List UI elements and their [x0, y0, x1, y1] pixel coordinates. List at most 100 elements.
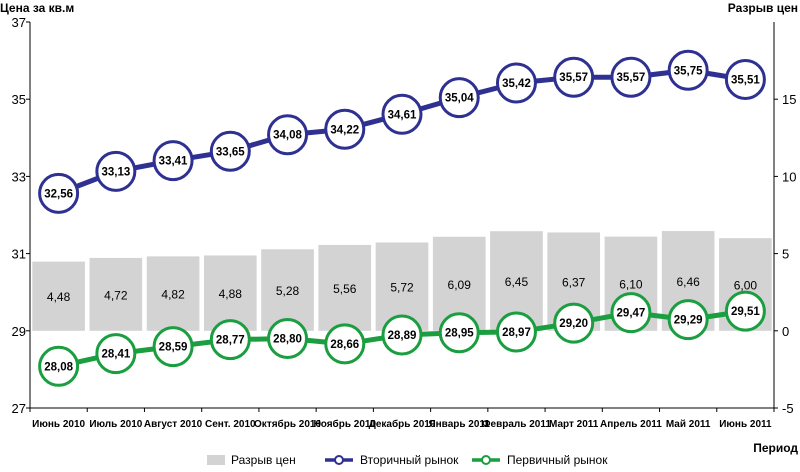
x-tick-label: Июль 2010 [89, 419, 142, 430]
primary-market-point-label: 28,95 [445, 328, 474, 340]
secondary-market-point [267, 114, 309, 156]
primary-market-point [324, 323, 366, 365]
right-tick-label: 10 [782, 169, 796, 184]
secondary-market-point-label: 32,56 [44, 188, 73, 200]
secondary-market-point-label: 35,75 [674, 65, 703, 77]
secondary-market-point-label: 34,61 [388, 109, 417, 121]
secondary-market-point [38, 172, 80, 214]
gap-bar-label: 4,88 [219, 287, 243, 301]
right-tick-label: 15 [782, 92, 796, 107]
primary-market-point-label: 28,08 [44, 361, 73, 373]
left-tick-label: 33 [12, 169, 26, 184]
secondary-market-point [553, 56, 595, 98]
primary-market-point-label: 28,77 [216, 335, 245, 347]
primary-market-point [667, 299, 709, 341]
secondary-market-point [667, 49, 709, 91]
gap-bar [318, 244, 372, 331]
labels-layer: 4,48 4,72 4,82 4,88 5,28 5,56 5,72 6,09 6,45 6,37… [44, 65, 760, 373]
secondary-market-point-label: 35,04 [445, 93, 474, 105]
secondary-market-point [438, 77, 480, 119]
legend-marker-primary [481, 455, 491, 465]
x-tick-label: Сент. 2010 [205, 419, 256, 430]
gap-bar-label: 6,10 [619, 278, 643, 292]
secondary-market-point [324, 108, 366, 150]
x-axis-title: Период [753, 441, 798, 455]
primary-market-point-label: 28,80 [273, 334, 302, 346]
lines-layer [38, 49, 766, 387]
primary-market-point-label: 28,66 [330, 339, 359, 351]
primary-market-point-label: 28,41 [101, 349, 130, 361]
primary-market-point-label: 29,47 [617, 308, 646, 320]
secondary-market-point-label: 35,57 [617, 72, 646, 84]
primary-market-point-label: 29,20 [559, 318, 588, 330]
gap-bar-label: 5,56 [333, 282, 357, 296]
secondary-market-point [152, 140, 194, 182]
gap-bar-label: 6,37 [562, 276, 586, 290]
primary-market-point [438, 312, 480, 354]
primary-market-point-label: 29,51 [731, 306, 760, 318]
left-axis-title: Цена за кв.м [0, 1, 74, 15]
gap-bar-label: 4,72 [104, 288, 128, 302]
gap-bar-label: 5,28 [276, 284, 300, 298]
gap-bar-label: 4,48 [47, 290, 71, 304]
primary-market-point [381, 314, 423, 356]
primary-market-point-label: 28,97 [502, 327, 531, 339]
secondary-market-point-label: 33,13 [101, 166, 130, 178]
right-tick-label: -5 [782, 401, 794, 416]
x-tick-label: Февраль 2011 [482, 419, 551, 430]
primary-market-point-label: 29,29 [674, 315, 703, 327]
gap-bar [32, 261, 85, 331]
secondary-market-point-label: 33,65 [216, 146, 245, 158]
primary-market-point [38, 345, 80, 387]
gap-bar-label: 6,09 [448, 278, 472, 292]
gap-bar-label: 5,72 [390, 281, 414, 295]
x-tick-label: Июнь 2010 [32, 419, 85, 430]
secondary-market-point [495, 62, 537, 104]
primary-market-point [495, 311, 537, 353]
legend-label-secondary: Вторичный рынок [360, 453, 459, 467]
secondary-market-point [209, 130, 251, 172]
primary-market-point [267, 318, 309, 360]
secondary-market-point-label: 35,57 [559, 72, 588, 84]
gap-bar-label: 6,45 [505, 275, 529, 289]
primary-market-point [209, 319, 251, 361]
secondary-market-point [95, 150, 137, 192]
x-tick-label: Декабрь 2010 [369, 418, 436, 430]
gap-bar [146, 256, 200, 331]
x-tick-label: Март 2011 [549, 419, 599, 430]
primary-market-point-label: 28,59 [159, 342, 188, 354]
secondary-market-point-label: 34,08 [273, 130, 302, 142]
gap-bar [89, 257, 143, 331]
legend-marker-secondary [334, 455, 344, 465]
secondary-market-point [381, 93, 423, 135]
left-tick-label: 29 [12, 324, 26, 339]
secondary-market-point-label: 35,42 [502, 78, 531, 90]
secondary-market-point-label: 35,51 [731, 75, 760, 87]
secondary-market-point [724, 59, 766, 101]
legend-swatch-gap [207, 455, 225, 465]
secondary-market-point-label: 34,22 [330, 124, 359, 136]
left-tick-label: 31 [12, 247, 26, 262]
left-tick-label: 27 [12, 401, 26, 416]
secondary-market-point [610, 56, 652, 98]
primary-market-point [152, 326, 194, 368]
x-tick-label: Июнь 2011 [719, 419, 772, 430]
gap-bar-label: 6,00 [734, 278, 758, 292]
gap-bar [261, 249, 314, 331]
x-tick-label: Октябрь 2010 [254, 418, 321, 430]
legend-label-primary: Первичный рынок [507, 453, 608, 467]
primary-market-point [610, 292, 652, 334]
x-tick-label: Август 2010 [144, 419, 203, 430]
x-tick-label: Апрель 2011 [600, 419, 662, 430]
x-tick-label: Январь 2011 [428, 419, 490, 430]
gap-bar [203, 255, 257, 331]
axes-layer: 27 29 31 33 35 37 -5 0 5 10 15 Июнь 2010 Июль 2010 Ав… [12, 15, 797, 430]
x-tick-label: Ноябрь 2010 [314, 418, 377, 430]
left-tick-label: 37 [12, 15, 26, 30]
gap-bar-label: 4,82 [161, 288, 185, 302]
primary-market-point-label: 28,89 [388, 330, 417, 342]
gap-bar-label: 6,46 [676, 275, 700, 289]
secondary-market-point-label: 33,41 [159, 156, 188, 168]
